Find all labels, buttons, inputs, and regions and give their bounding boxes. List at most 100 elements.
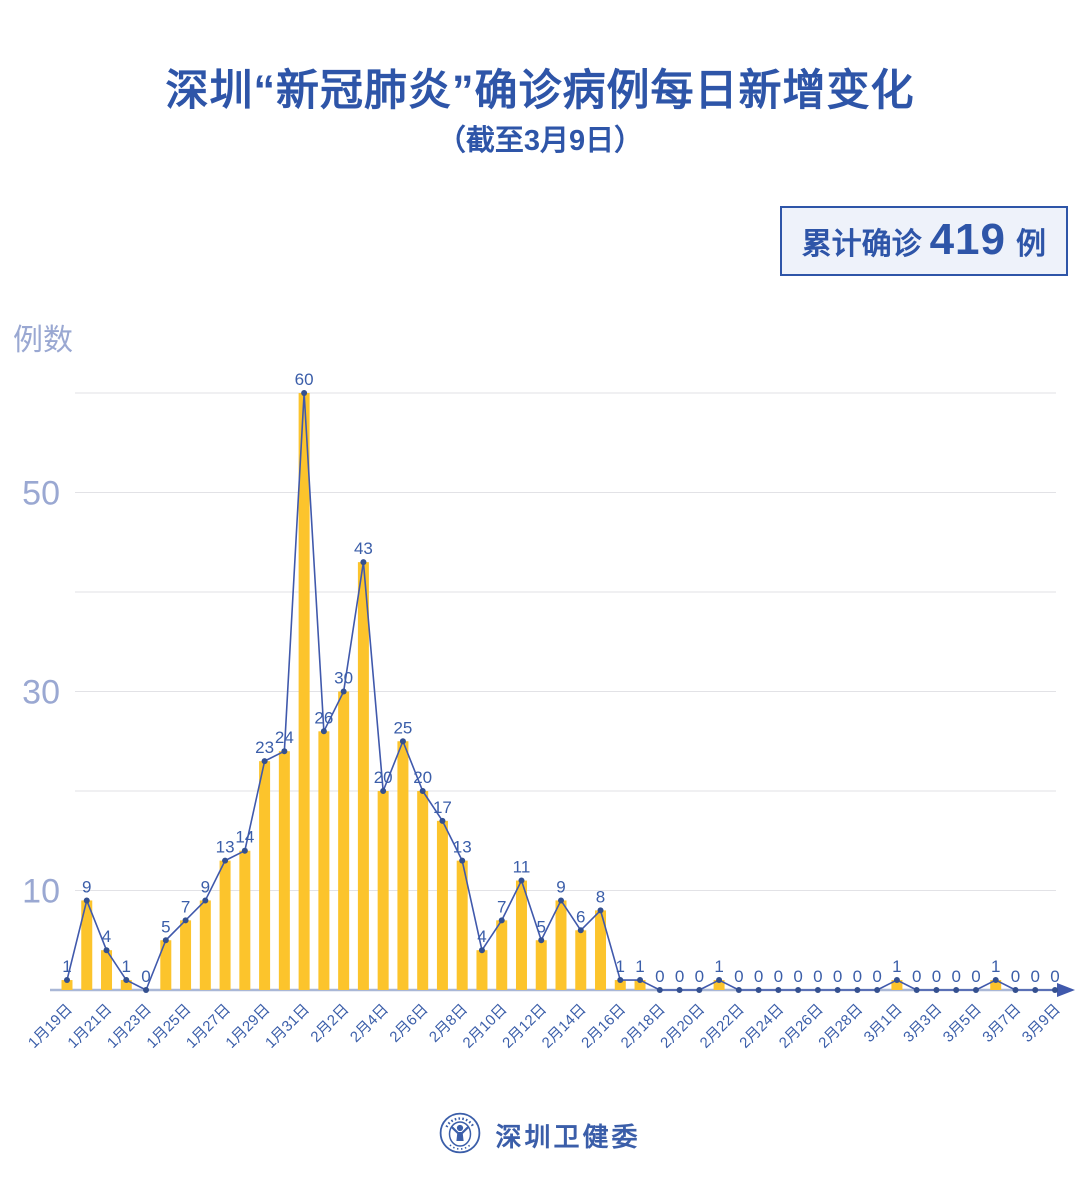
bar <box>713 980 725 990</box>
value-label: 0 <box>833 967 842 986</box>
value-label: 20 <box>413 768 432 787</box>
data-point <box>360 559 367 566</box>
x-axis-arrow-icon <box>1057 983 1075 997</box>
bar <box>595 910 607 990</box>
x-tick-label: 3月3日 <box>900 1001 945 1046</box>
data-point <box>399 738 406 745</box>
bar <box>357 562 369 990</box>
y-tick-labels: 50 30 10 <box>22 475 60 911</box>
page-title: 深圳“新冠肺炎”确诊病例每日新增变化 <box>165 67 915 115</box>
bar <box>199 900 211 990</box>
bar <box>614 980 626 990</box>
bar-series <box>61 393 1002 990</box>
data-point <box>83 897 90 904</box>
value-label: 9 <box>82 877 91 896</box>
footer-brand-name: 深圳卫健委 <box>495 1122 641 1152</box>
data-point <box>854 987 861 993</box>
value-label: 0 <box>912 967 921 986</box>
x-tick-label: 2月6日 <box>386 1001 431 1046</box>
x-tick-label: 2月2日 <box>307 1001 352 1046</box>
value-label: 17 <box>433 798 452 817</box>
value-label: 0 <box>141 967 150 986</box>
value-label: 60 <box>295 370 314 389</box>
page-subtitle: （截至3月9日） <box>436 125 644 157</box>
data-point <box>64 977 70 984</box>
data-point <box>913 987 920 993</box>
bar <box>259 761 271 990</box>
bar <box>555 900 567 990</box>
value-label: 26 <box>314 708 333 727</box>
bar <box>278 751 290 990</box>
y-tick-label: 50 <box>22 475 60 513</box>
bar <box>338 691 350 990</box>
bar <box>515 880 527 990</box>
value-label: 1 <box>122 957 131 976</box>
value-label: 5 <box>537 917 546 936</box>
value-label: 9 <box>556 877 565 896</box>
data-point <box>597 907 604 914</box>
value-label: 24 <box>275 728 294 747</box>
data-point <box>419 788 426 794</box>
data-point <box>439 817 446 824</box>
value-label: 13 <box>216 838 235 857</box>
bar <box>298 393 310 990</box>
bar <box>990 980 1002 990</box>
gridlines <box>75 392 1056 891</box>
data-point <box>558 897 564 904</box>
bar <box>318 731 330 990</box>
x-tick-label: 3月1日 <box>861 1001 906 1046</box>
value-label: 0 <box>1011 967 1020 986</box>
value-labels: 1941057913142324602630432025201713471159… <box>62 370 1059 986</box>
value-label: 1 <box>62 957 71 976</box>
data-point <box>933 987 940 993</box>
bar <box>456 860 468 990</box>
x-tick-label: 2月4日 <box>347 1001 392 1046</box>
data-point <box>676 987 683 993</box>
y-tick-label: 30 <box>22 674 60 712</box>
bar <box>81 900 93 990</box>
bar <box>61 980 73 990</box>
value-label: 1 <box>892 957 901 976</box>
data-point <box>1052 987 1058 993</box>
value-label: 0 <box>951 967 960 986</box>
bar <box>634 980 646 990</box>
data-point <box>992 977 999 984</box>
value-label: 23 <box>255 738 274 757</box>
data-point <box>775 987 782 993</box>
bar <box>101 950 113 990</box>
value-label: 0 <box>734 967 743 986</box>
value-label: 0 <box>675 967 684 986</box>
value-label: 5 <box>161 917 170 936</box>
bar <box>417 791 429 990</box>
value-label: 1 <box>616 957 625 976</box>
bar <box>219 860 231 990</box>
data-point <box>222 857 229 864</box>
cumulative-total-badge: 累计确诊 419 例 <box>779 206 1068 276</box>
x-tick-label: 3月5日 <box>940 1001 985 1046</box>
badge-count: 419 <box>929 215 1006 264</box>
data-point <box>874 987 881 993</box>
data-point <box>182 917 189 924</box>
bar <box>891 980 903 990</box>
data-point <box>380 788 387 794</box>
data-point <box>301 390 308 396</box>
value-label: 1 <box>991 957 1000 976</box>
data-point <box>261 758 268 765</box>
data-point <box>893 977 900 984</box>
data-point <box>1012 987 1019 993</box>
footer: 深圳卫健委 <box>0 1112 1080 1159</box>
value-label: 43 <box>354 539 373 558</box>
value-label: 8 <box>596 887 605 906</box>
y-axis-title: 例数 <box>13 324 73 357</box>
value-label: 4 <box>477 927 486 946</box>
data-point <box>103 947 110 954</box>
value-label: 0 <box>853 967 862 986</box>
badge-unit: 例 <box>1016 228 1046 261</box>
data-point <box>498 917 505 924</box>
value-label: 25 <box>393 718 412 737</box>
value-label: 0 <box>774 967 783 986</box>
bar <box>535 940 547 990</box>
data-point <box>1032 987 1039 993</box>
value-label: 0 <box>793 967 802 986</box>
data-point <box>577 927 584 934</box>
